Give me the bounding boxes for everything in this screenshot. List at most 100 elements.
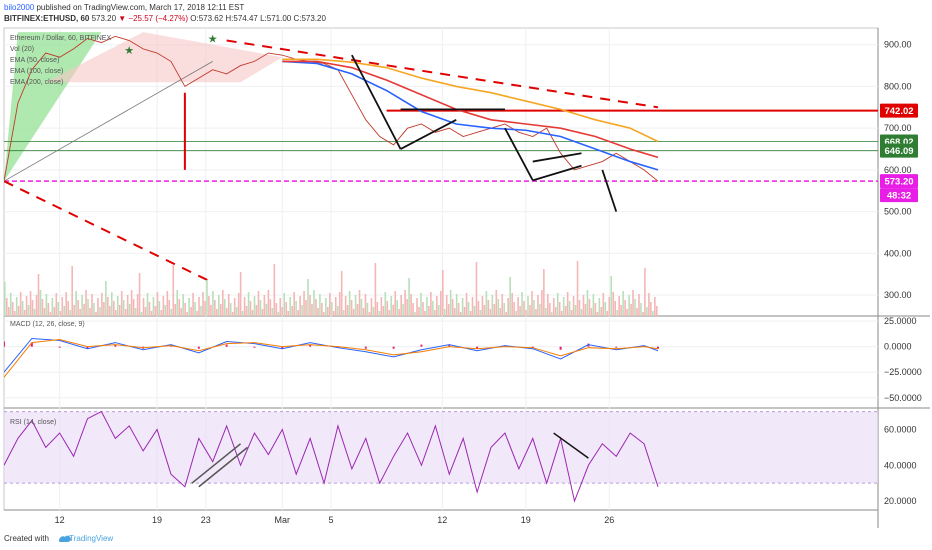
- volume-bar: [362, 308, 365, 316]
- volume-bar: [491, 295, 494, 316]
- volume-bar: [283, 293, 286, 316]
- volume-bar: [527, 296, 529, 316]
- price-tick-label: 300.00: [884, 290, 912, 300]
- time-tick-label: Mar: [275, 515, 291, 525]
- volume-bar: [440, 291, 442, 316]
- volume-bar: [111, 292, 113, 316]
- volume-bar: [53, 307, 56, 316]
- volume-bar: [75, 291, 77, 316]
- volume-bar: [424, 311, 426, 316]
- volume-bar: [210, 305, 212, 316]
- volume-bar: [196, 311, 198, 316]
- footer: Created with TradingView: [4, 534, 113, 543]
- volume-bar: [376, 302, 379, 316]
- volume-bar: [638, 294, 640, 316]
- volume-bar: [317, 308, 319, 316]
- volume-bar: [43, 308, 46, 316]
- volume-bar: [342, 310, 345, 316]
- volume-bar: [552, 298, 555, 316]
- ohlc-values: O:573.62 H:574.47 L:571.00 C:573.20: [190, 14, 326, 23]
- volume-bar: [160, 310, 163, 316]
- volume-bar: [420, 293, 422, 316]
- volume-bar: [289, 297, 291, 316]
- footer-brand[interactable]: TradingView: [69, 534, 114, 543]
- volume-bar: [11, 302, 14, 316]
- volume-bar: [156, 292, 159, 316]
- volume-bar: [356, 304, 359, 316]
- volume-bar: [441, 270, 444, 316]
- volume-bar: [618, 296, 620, 316]
- volume-bar: [632, 290, 634, 316]
- volume-bar: [398, 309, 400, 316]
- price-change: ▼ −25.57 (−4.27%): [118, 14, 189, 23]
- volume-bar: [239, 272, 242, 316]
- volume-bar: [301, 305, 303, 316]
- volume-bar: [45, 294, 48, 316]
- volume-bar: [580, 309, 583, 316]
- volume-bar: [118, 305, 121, 316]
- volume-bar: [529, 305, 531, 316]
- volume-bar: [295, 301, 297, 316]
- downtrend-line-upper: [226, 39, 659, 109]
- volume-bar: [194, 302, 196, 316]
- volume-bar: [19, 292, 22, 316]
- volume-bar: [630, 304, 632, 316]
- volume-bar: [208, 296, 210, 316]
- volume-bar: [523, 301, 525, 316]
- volume-bar: [628, 295, 630, 316]
- volume-bar: [547, 294, 549, 316]
- volume-bar: [386, 301, 389, 316]
- macd-histogram-bar: [281, 346, 284, 349]
- volume-bar: [430, 292, 432, 316]
- volume-bar: [449, 290, 452, 316]
- volume-bar: [414, 312, 416, 316]
- volume-bar: [172, 265, 175, 316]
- volume-bar: [9, 293, 12, 316]
- volume-bar: [313, 290, 315, 316]
- volume-bar: [598, 298, 601, 316]
- volume-bar: [568, 301, 571, 316]
- volume-bar: [418, 307, 420, 316]
- volume-bar: [192, 293, 194, 316]
- volume-bar: [469, 311, 472, 316]
- volume-bar: [281, 307, 284, 316]
- volume-bar: [584, 304, 587, 316]
- volume-bar: [241, 311, 244, 316]
- volume-bar: [588, 299, 591, 316]
- volume-bar: [55, 293, 58, 316]
- author-username[interactable]: bilo2000: [4, 3, 35, 12]
- volume-bar: [122, 300, 125, 316]
- volume-bar: [146, 293, 149, 316]
- volume-bar: [99, 307, 101, 316]
- volume-bar: [166, 291, 169, 316]
- volume-bar: [225, 308, 228, 316]
- volume-bar: [360, 299, 363, 316]
- volume-bar: [503, 303, 506, 316]
- volume-bar: [380, 297, 383, 316]
- volume-bar: [473, 306, 476, 316]
- volume-bar: [382, 306, 385, 316]
- volume-bar: [646, 307, 648, 316]
- volume-bar: [505, 312, 507, 316]
- volume-bar: [654, 297, 656, 316]
- volume-bar: [368, 312, 371, 316]
- macd-histogram-bar: [476, 346, 479, 349]
- price-tick-label: 800.00: [884, 81, 912, 91]
- volume-bar: [7, 307, 10, 316]
- macd-histogram-bar: [503, 345, 506, 347]
- volume-bar: [57, 302, 60, 316]
- volume-bar: [204, 301, 206, 316]
- volume-bar: [408, 278, 410, 316]
- volume-bar: [517, 297, 519, 316]
- volume-bar: [109, 306, 111, 316]
- ema-line: [282, 60, 659, 171]
- volume-bar: [265, 304, 268, 316]
- volume-bar: [576, 261, 579, 316]
- volume-bar: [132, 299, 135, 316]
- volume-bar: [566, 292, 569, 316]
- volume-bar: [144, 307, 147, 316]
- volume-bar: [79, 309, 81, 316]
- volume-bar: [640, 303, 642, 316]
- volume-bar: [85, 290, 87, 316]
